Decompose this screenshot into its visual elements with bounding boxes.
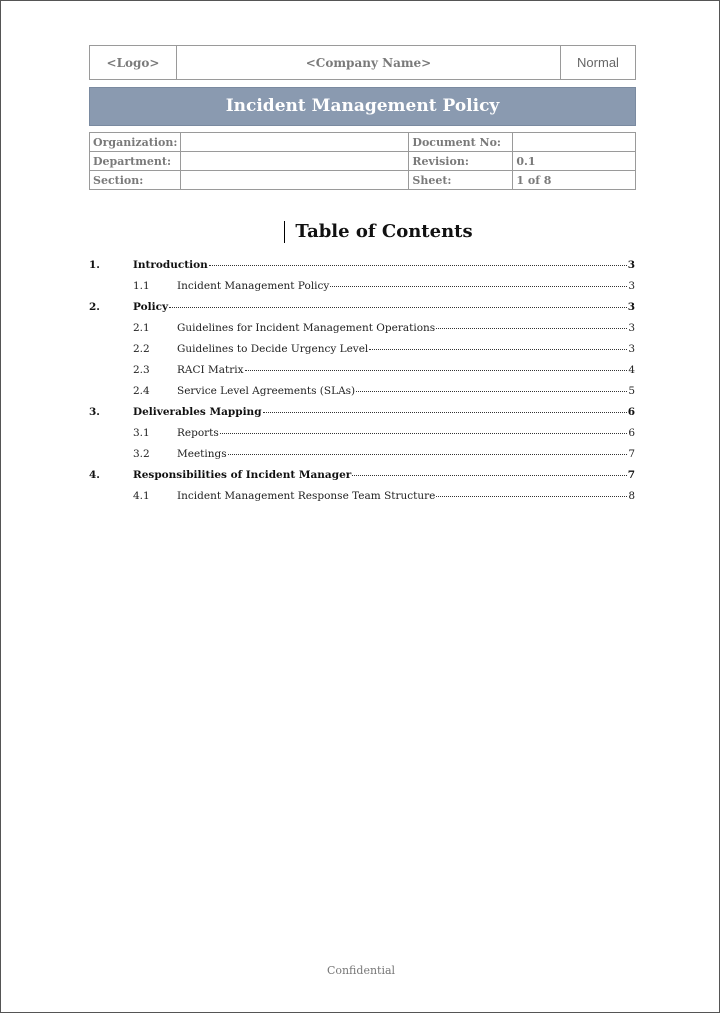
toc-leader-dots: [219, 433, 628, 434]
toc-number: 1.1: [133, 280, 150, 292]
toc-heading: Table of Contents: [295, 221, 473, 242]
toc-page-number: 3: [628, 322, 635, 334]
toc-text[interactable]: Deliverables Mapping: [133, 406, 262, 418]
info-row: Organization: Document No:: [88, 132, 636, 152]
info-label: Document No:: [408, 132, 514, 152]
toc-entry[interactable]: 3.2 Meetings 7: [89, 448, 635, 469]
toc-leader-dots: [208, 265, 627, 266]
toc-number: 2.3: [133, 364, 150, 376]
toc-leader-dots: [244, 370, 628, 371]
toc-leader-dots: [436, 328, 628, 329]
header-table: <Logo> <Company Name> Normal: [89, 45, 636, 80]
toc-leader-dots: [330, 286, 628, 287]
toc-text[interactable]: Policy: [133, 301, 169, 313]
info-label: Organization:: [88, 132, 182, 152]
toc-leader-dots: [169, 307, 627, 308]
info-value: [180, 151, 410, 171]
logo-cell: <Logo>: [89, 45, 177, 80]
toc-entry[interactable]: 2.4 Service Level Agreements (SLAs) 5: [89, 385, 635, 406]
toc-entry[interactable]: 2. Policy 3: [89, 301, 635, 322]
info-table: Organization: Document No: Department: Revi…: [88, 132, 636, 190]
toc-number: 3.2: [133, 448, 150, 460]
toc-text[interactable]: Incident Management Response Team Struct…: [177, 490, 436, 502]
classification-cell: Normal: [560, 45, 636, 80]
toc-number: 2.1: [133, 322, 150, 334]
info-label: Sheet:: [408, 170, 514, 190]
toc-entry[interactable]: 2.3 RACI Matrix 4: [89, 364, 635, 385]
info-value: [180, 170, 410, 190]
toc-page-number: 3: [628, 343, 635, 355]
toc-leader-dots: [227, 454, 628, 455]
toc-leader-dots: [356, 391, 628, 392]
toc-page-number: 6: [627, 406, 635, 418]
toc-text[interactable]: Service Level Agreements (SLAs): [177, 385, 356, 397]
toc-leader-dots: [436, 496, 628, 497]
toc-entry[interactable]: 2.2 Guidelines to Decide Urgency Level 3: [89, 343, 635, 364]
toc-text[interactable]: Introduction: [133, 259, 208, 271]
company-name-cell: <Company Name>: [176, 45, 561, 80]
toc-entry[interactable]: 2.1 Guidelines for Incident Management Op…: [89, 322, 635, 343]
toc-text[interactable]: Meetings: [177, 448, 227, 460]
toc-number: 2.: [89, 301, 100, 313]
info-value: 1 of 8: [512, 170, 636, 190]
table-of-contents: 1. Introduction 3 1.1 Incident Management Po…: [89, 259, 635, 511]
document-title: Incident Management Policy: [89, 87, 636, 126]
toc-text[interactable]: Incident Management Policy: [177, 280, 330, 292]
toc-page-number: 3: [627, 259, 635, 271]
toc-page-number: 3: [627, 301, 635, 313]
toc-text[interactable]: Reports: [177, 427, 219, 439]
toc-page-number: 6: [628, 427, 635, 439]
info-row: Section: Sheet: 1 of 8: [88, 170, 636, 190]
toc-text[interactable]: Guidelines to Decide Urgency Level: [177, 343, 369, 355]
toc-entry[interactable]: 3. Deliverables Mapping 6: [89, 406, 635, 427]
info-value: 0.1: [512, 151, 636, 171]
toc-number: 2.4: [133, 385, 150, 397]
toc-entry[interactable]: 4.1 Incident Management Response Team Str…: [89, 490, 635, 511]
toc-text[interactable]: Responsibilities of Incident Manager: [133, 469, 352, 481]
info-value: [180, 132, 410, 152]
toc-number: 1.: [89, 259, 100, 271]
toc-page-number: 7: [628, 448, 635, 460]
toc-text[interactable]: RACI Matrix: [177, 364, 244, 376]
toc-entry[interactable]: 1. Introduction 3: [89, 259, 635, 280]
info-label: Section:: [88, 170, 182, 190]
toc-page-number: 4: [628, 364, 635, 376]
toc-leader-dots: [352, 475, 627, 476]
toc-entry[interactable]: 3.1 Reports 6: [89, 427, 635, 448]
toc-number: 4.1: [133, 490, 150, 502]
toc-number: 2.2: [133, 343, 150, 355]
toc-entry[interactable]: 4. Responsibilities of Incident Manager 7: [89, 469, 635, 490]
toc-number: 3.: [89, 406, 100, 418]
toc-leader-dots: [262, 412, 627, 413]
text-cursor: [284, 221, 285, 243]
info-value: [512, 132, 636, 152]
toc-number: 4.: [89, 469, 100, 481]
info-row: Department: Revision: 0.1: [88, 151, 636, 171]
toc-page-number: 5: [628, 385, 635, 397]
info-label: Revision:: [408, 151, 514, 171]
toc-entry[interactable]: 1.1 Incident Management Policy 3: [89, 280, 635, 301]
footer-confidential: Confidential: [326, 964, 396, 977]
toc-page-number: 7: [627, 469, 635, 481]
info-label: Department:: [88, 151, 182, 171]
toc-leader-dots: [369, 349, 628, 350]
toc-page-number: 3: [628, 280, 635, 292]
toc-number: 3.1: [133, 427, 150, 439]
toc-page-number: 8: [628, 490, 635, 502]
toc-text[interactable]: Guidelines for Incident Management Opera…: [177, 322, 436, 334]
